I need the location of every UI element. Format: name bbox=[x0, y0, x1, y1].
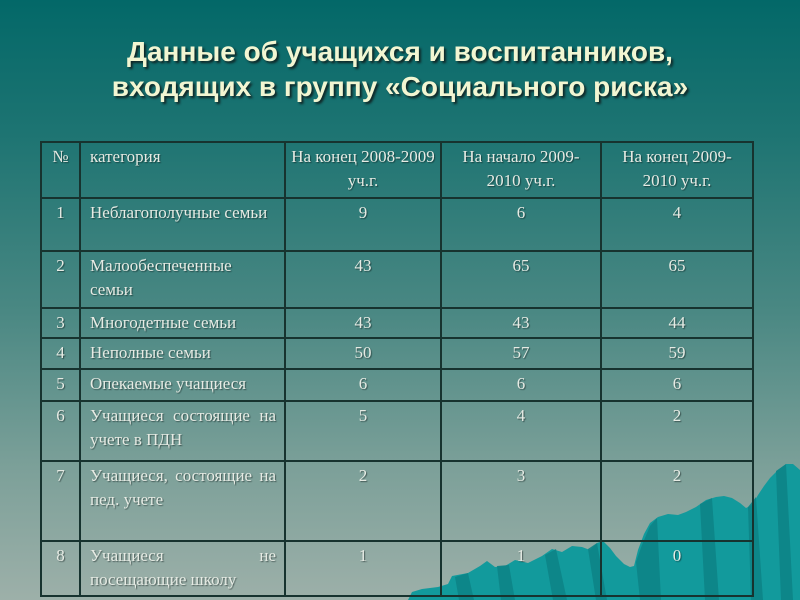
row-number: 7 bbox=[40, 460, 81, 542]
row-value: 5 bbox=[284, 400, 442, 462]
header-number: № bbox=[40, 141, 81, 199]
table-row: 2 Малообеспеченные семьи 43 65 65 bbox=[40, 250, 754, 309]
row-value: 44 bbox=[600, 307, 754, 339]
row-value: 43 bbox=[284, 307, 442, 339]
row-category: Неблагополучные семьи bbox=[79, 197, 286, 252]
table-row: 5 Опекаемые учащиеся 6 6 6 bbox=[40, 368, 754, 402]
slide-title-line-1: Данные об учащихся и воспитанников, bbox=[127, 36, 673, 67]
table-header-row: № категория На конец 2008-2009 уч.г. На … bbox=[40, 141, 754, 199]
row-number: 4 bbox=[40, 337, 81, 370]
row-number: 1 bbox=[40, 197, 81, 252]
row-category: Учащиеся состоящие на учете в ПДН bbox=[79, 400, 286, 462]
row-value: 65 bbox=[440, 250, 602, 309]
row-category: Неполные семьи bbox=[79, 337, 286, 370]
row-value: 2 bbox=[600, 460, 754, 542]
table-row: 7 Учащиеся, состоящие на пед. учете 2 3 … bbox=[40, 460, 754, 542]
header-end-2009-2010: На конец 2009-2010 уч.г. bbox=[600, 141, 754, 199]
row-value: 6 bbox=[440, 368, 602, 402]
row-number: 3 bbox=[40, 307, 81, 339]
row-category: Учащиеся не посещающие школу bbox=[79, 540, 286, 597]
slide-title: Данные об учащихся и воспитанников, вход… bbox=[0, 34, 800, 104]
row-number: 8 bbox=[40, 540, 81, 597]
row-value: 43 bbox=[440, 307, 602, 339]
slide-title-line-2: входящих в группу «Социального риска» bbox=[111, 71, 689, 102]
row-category: Опекаемые учащиеся bbox=[79, 368, 286, 402]
row-value: 2 bbox=[284, 460, 442, 542]
header-start-2009-2010: На начало 2009-2010 уч.г. bbox=[440, 141, 602, 199]
row-value: 4 bbox=[440, 400, 602, 462]
row-category: Учащиеся, состоящие на пед. учете bbox=[79, 460, 286, 542]
table-row: 6 Учащиеся состоящие на учете в ПДН 5 4 … bbox=[40, 400, 754, 462]
row-value: 9 bbox=[284, 197, 442, 252]
row-value: 1 bbox=[440, 540, 602, 597]
row-value: 57 bbox=[440, 337, 602, 370]
row-value: 50 bbox=[284, 337, 442, 370]
row-value: 4 bbox=[600, 197, 754, 252]
row-value: 1 bbox=[284, 540, 442, 597]
row-number: 5 bbox=[40, 368, 81, 402]
social-risk-table: № категория На конец 2008-2009 уч.г. На … bbox=[40, 141, 754, 597]
row-value: 43 bbox=[284, 250, 442, 309]
table-row: 4 Неполные семьи 50 57 59 bbox=[40, 337, 754, 370]
row-value: 2 bbox=[600, 400, 754, 462]
row-category: Малообеспеченные семьи bbox=[79, 250, 286, 309]
row-value: 0 bbox=[600, 540, 754, 597]
row-value: 59 bbox=[600, 337, 754, 370]
row-value: 3 bbox=[440, 460, 602, 542]
header-category: категория bbox=[79, 141, 286, 199]
header-end-2008-2009: На конец 2008-2009 уч.г. bbox=[284, 141, 442, 199]
row-number: 2 bbox=[40, 250, 81, 309]
row-value: 6 bbox=[284, 368, 442, 402]
table-row: 1 Неблагополучные семьи 9 6 4 bbox=[40, 197, 754, 252]
row-category: Многодетные семьи bbox=[79, 307, 286, 339]
row-value: 6 bbox=[600, 368, 754, 402]
row-number: 6 bbox=[40, 400, 81, 462]
row-value: 65 bbox=[600, 250, 754, 309]
table-row: 8 Учащиеся не посещающие школу 1 1 0 bbox=[40, 540, 754, 597]
table-row: 3 Многодетные семьи 43 43 44 bbox=[40, 307, 754, 339]
row-value: 6 bbox=[440, 197, 602, 252]
